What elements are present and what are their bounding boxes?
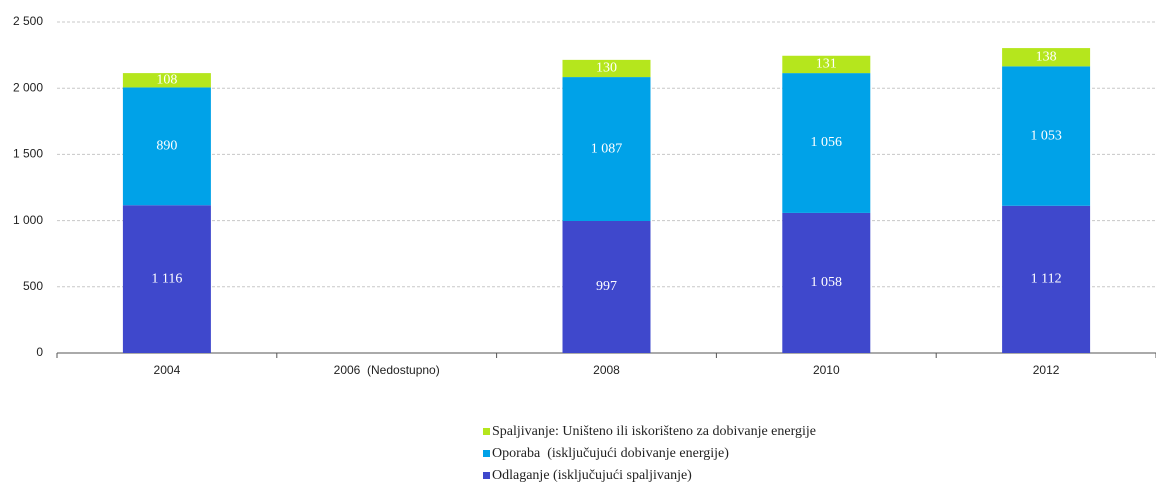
bar-segment [1002,66,1091,206]
bar-segment [122,73,211,88]
bar-segment [122,205,211,353]
legend-label: Oporaba (isključujući dobivanje energije… [492,446,729,461]
legend-label: Spaljivanje: Uništeno ili iskorišteno za… [492,424,816,439]
bar-segment [782,55,871,74]
data-label: 108 [156,72,177,87]
data-label: 1 056 [811,135,843,150]
bar-segment [562,77,651,221]
bar-segment [782,212,871,353]
legend-swatch [483,450,490,457]
bar-segment [562,220,651,353]
y-tick-label: 1 500 [13,147,43,161]
data-label: 1 087 [591,141,623,156]
x-tick-label: 2012 [1033,363,1060,377]
x-tick-label: 2006 (Nedostupno) [334,363,440,377]
legend-label: Odlaganje (isključujući spaljivanje) [492,468,692,483]
bar-segment [1002,48,1091,67]
bar-segment [782,73,871,213]
data-label: 1 116 [151,271,182,286]
bar-segment [122,87,211,206]
x-tick-label: 2010 [813,363,840,377]
x-tick-label: 2004 [154,363,181,377]
y-tick-label: 500 [23,279,43,293]
data-label: 890 [156,139,177,154]
y-tick-label: 1 000 [13,213,43,227]
bar-segment [1002,205,1091,353]
legend-swatch [483,472,490,479]
y-tick-label: 2 500 [13,14,43,28]
data-label: 1 053 [1030,128,1062,143]
bar-segment [562,59,651,78]
data-label: 131 [816,57,837,72]
data-label: 138 [1036,49,1057,64]
x-tick-label: 2008 [593,363,620,377]
y-tick-label: 0 [36,345,43,359]
data-label: 130 [596,61,617,76]
y-tick-label: 2 000 [13,80,43,94]
data-label: 1 112 [1031,272,1062,287]
data-label: 997 [596,279,617,294]
data-label: 1 058 [811,275,843,290]
legend-swatch [483,428,490,435]
